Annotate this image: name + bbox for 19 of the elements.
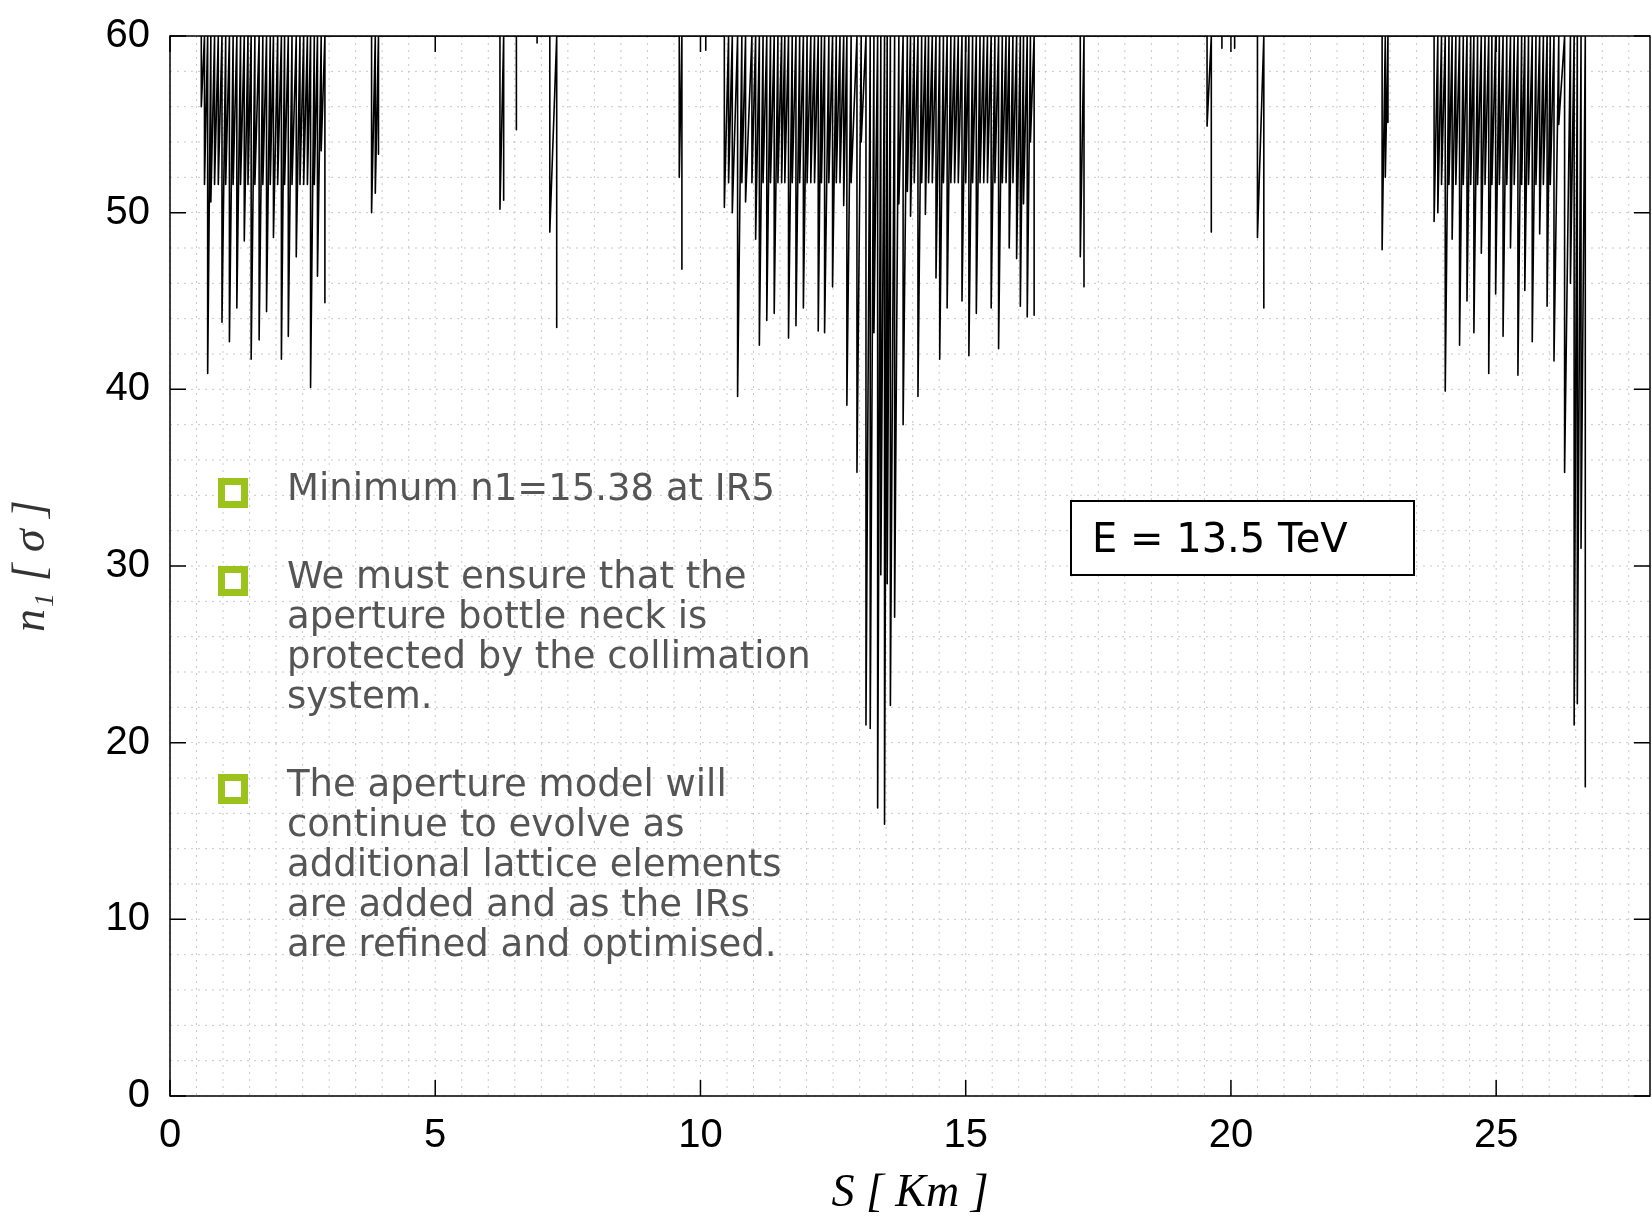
x-tick-label: 0 (158, 1111, 182, 1156)
x-tick-label: 25 (1473, 1111, 1519, 1156)
x-tick-label: 10 (678, 1111, 723, 1156)
y-tick-label: 20 (105, 717, 150, 762)
annotation: E = 13.5 TeV (1070, 500, 1415, 576)
y-tick-label: 30 (105, 541, 150, 586)
x-tick-label: 5 (424, 1111, 447, 1156)
x-axis-title: S [ Km ] (831, 1165, 989, 1217)
y-axis-title: n₁ [ σ ] (2, 500, 54, 632)
x-tick-label: 15 (943, 1111, 988, 1156)
annotation: Minimum n1=15.38 at IR5 (287, 466, 776, 509)
x-tick-label: 20 (1208, 1111, 1254, 1156)
y-tick-label: 50 (105, 187, 150, 232)
y-tick-label: 0 (127, 1071, 150, 1116)
y-tick-label: 10 (105, 894, 150, 939)
y-tick-label: 40 (105, 364, 150, 409)
annotation: We must ensure that the aperture bottle neck is protected by the collimation system. (287, 554, 811, 717)
y-tick-label: 60 (105, 11, 150, 56)
annotation: The aperture model will continue to evolve as additional lattice elements are added and as the IRs are refined and optimised. (287, 762, 782, 965)
